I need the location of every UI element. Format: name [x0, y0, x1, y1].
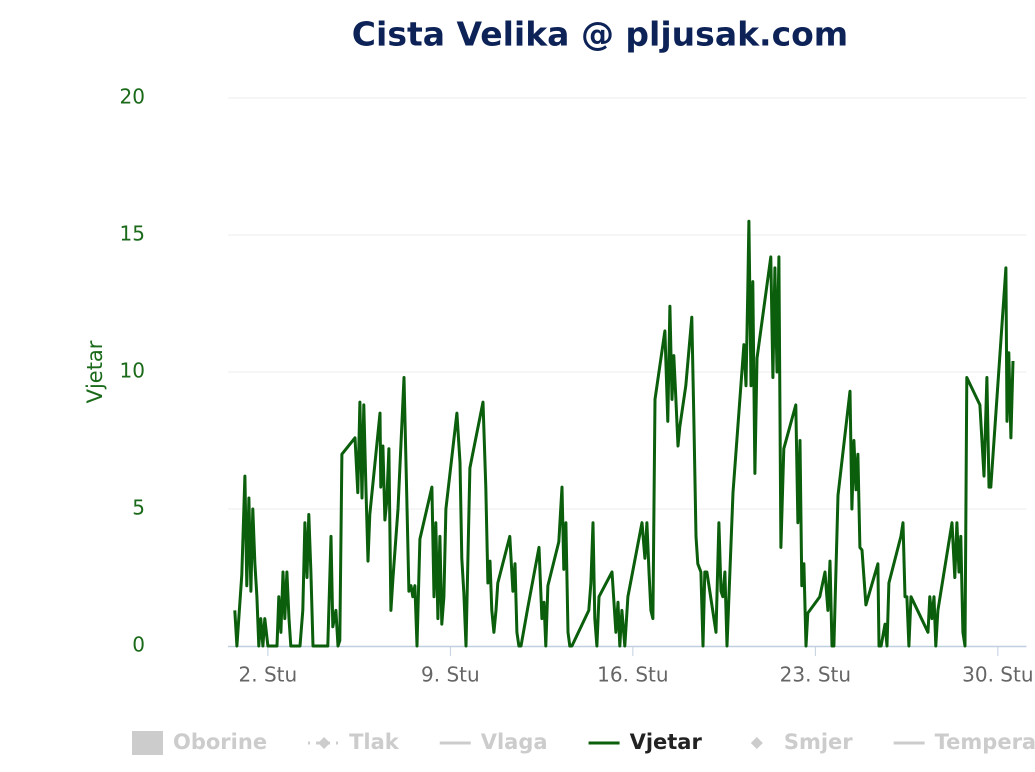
y-tick-label: 15: [120, 222, 145, 246]
legend-label: Smjer: [784, 730, 853, 754]
legend-label: Tlak: [349, 730, 400, 754]
legend-symbol: [750, 737, 763, 749]
y-tick-label: 20: [120, 85, 145, 109]
y-tick-label: 0: [132, 633, 145, 657]
x-tick-label: 9. Stu: [421, 663, 480, 687]
legend-symbol: [318, 737, 331, 749]
legend-label: Oborine: [173, 730, 267, 754]
legend-item: Smjer: [750, 730, 853, 754]
legend: Oborine Tlak Vlaga Vjetar Smjer Temperatura: [132, 730, 1035, 755]
y-tick-label: 10: [120, 359, 145, 383]
legend-item: Oborine: [132, 730, 267, 755]
legend-symbol: [132, 731, 163, 755]
grid: 0 5 10 15 20 2. Stu 9. Stu 16. Stu 23. Stu 30. St…: [120, 85, 1034, 687]
data-line: [233, 219, 1015, 648]
x-tick-label: 2. Stu: [239, 663, 298, 687]
x-tick-label: 23. Stu: [780, 663, 851, 687]
plot: [233, 219, 1015, 648]
legend-item: Temperatura: [893, 730, 1035, 754]
y-tick-label: 5: [132, 496, 145, 520]
y-axis-label: Vjetar: [83, 340, 107, 403]
x-tick-label: 30. Stu: [962, 663, 1033, 687]
legend-item: Vlaga: [439, 730, 548, 754]
x-tick-label: 16. Stu: [597, 663, 668, 687]
legend-label: Temperatura: [935, 730, 1035, 754]
chart-title: Cista Velika @ pljusak.com: [352, 15, 848, 54]
legend-item: Vjetar: [588, 730, 703, 754]
legend-label: Vjetar: [630, 730, 703, 754]
legend-item: Tlak: [308, 730, 400, 754]
legend-label: Vlaga: [481, 730, 548, 754]
